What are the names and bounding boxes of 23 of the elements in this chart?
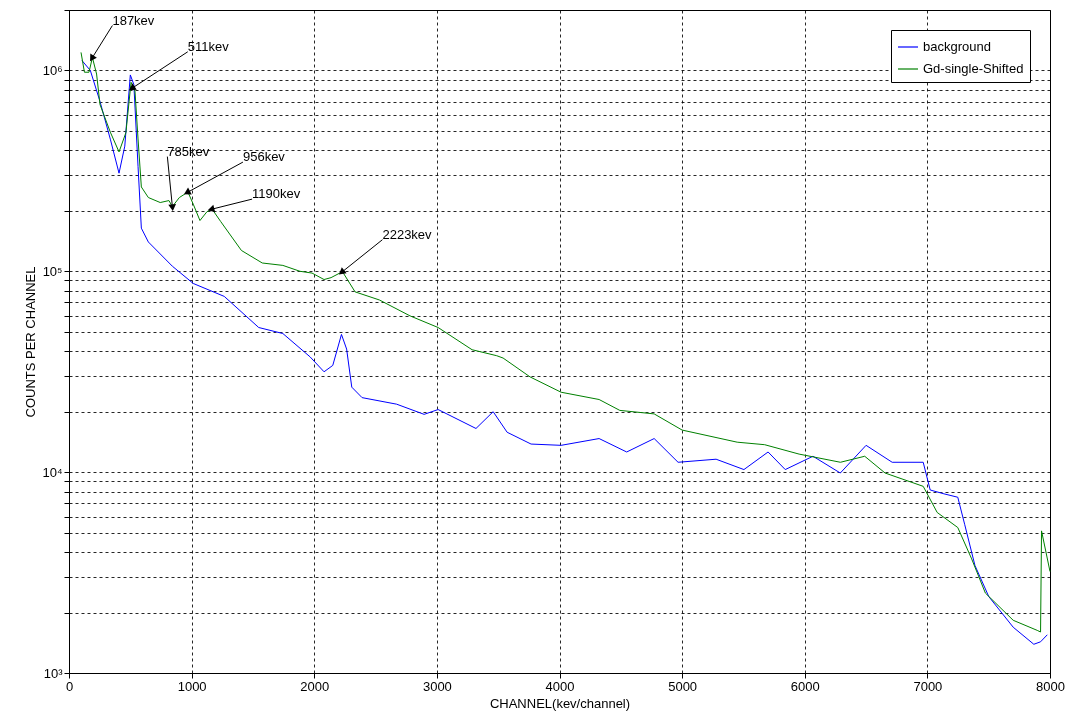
x-tick-label: 2000 (300, 678, 330, 694)
x-tick-label: 1000 (177, 678, 207, 694)
y-axis-title: COUNTS PER CHANNEL (23, 266, 39, 418)
legend-label: Gd-single-Shifted (923, 61, 1024, 76)
x-axis-title: CHANNEL(kev/channel) (489, 695, 631, 711)
x-tick-label: 8000 (1036, 678, 1065, 694)
annotation: 956kev (242, 149, 286, 165)
x-tick-label: 4000 (545, 678, 575, 694)
annotation: 785kev (167, 143, 210, 159)
annotation: 1190kev (252, 186, 301, 202)
y-tick-label: 10⁶ (42, 62, 63, 78)
y-tick-label: 10⁴ (42, 464, 63, 480)
x-tick-label: 5000 (668, 678, 698, 694)
x-tick-label: 6000 (790, 678, 820, 694)
y-tick-label: 10³ (43, 665, 64, 681)
annotation: 187kev (112, 12, 155, 28)
x-tick-label: 3000 (422, 678, 452, 694)
legend-label: background (923, 39, 991, 54)
x-tick-label: 0 (65, 678, 74, 694)
annotation: 2223kev (382, 226, 433, 242)
x-tick-label: 7000 (913, 678, 943, 694)
annotation: 511kev (187, 38, 230, 54)
y-tick-label: 10⁵ (42, 263, 63, 279)
